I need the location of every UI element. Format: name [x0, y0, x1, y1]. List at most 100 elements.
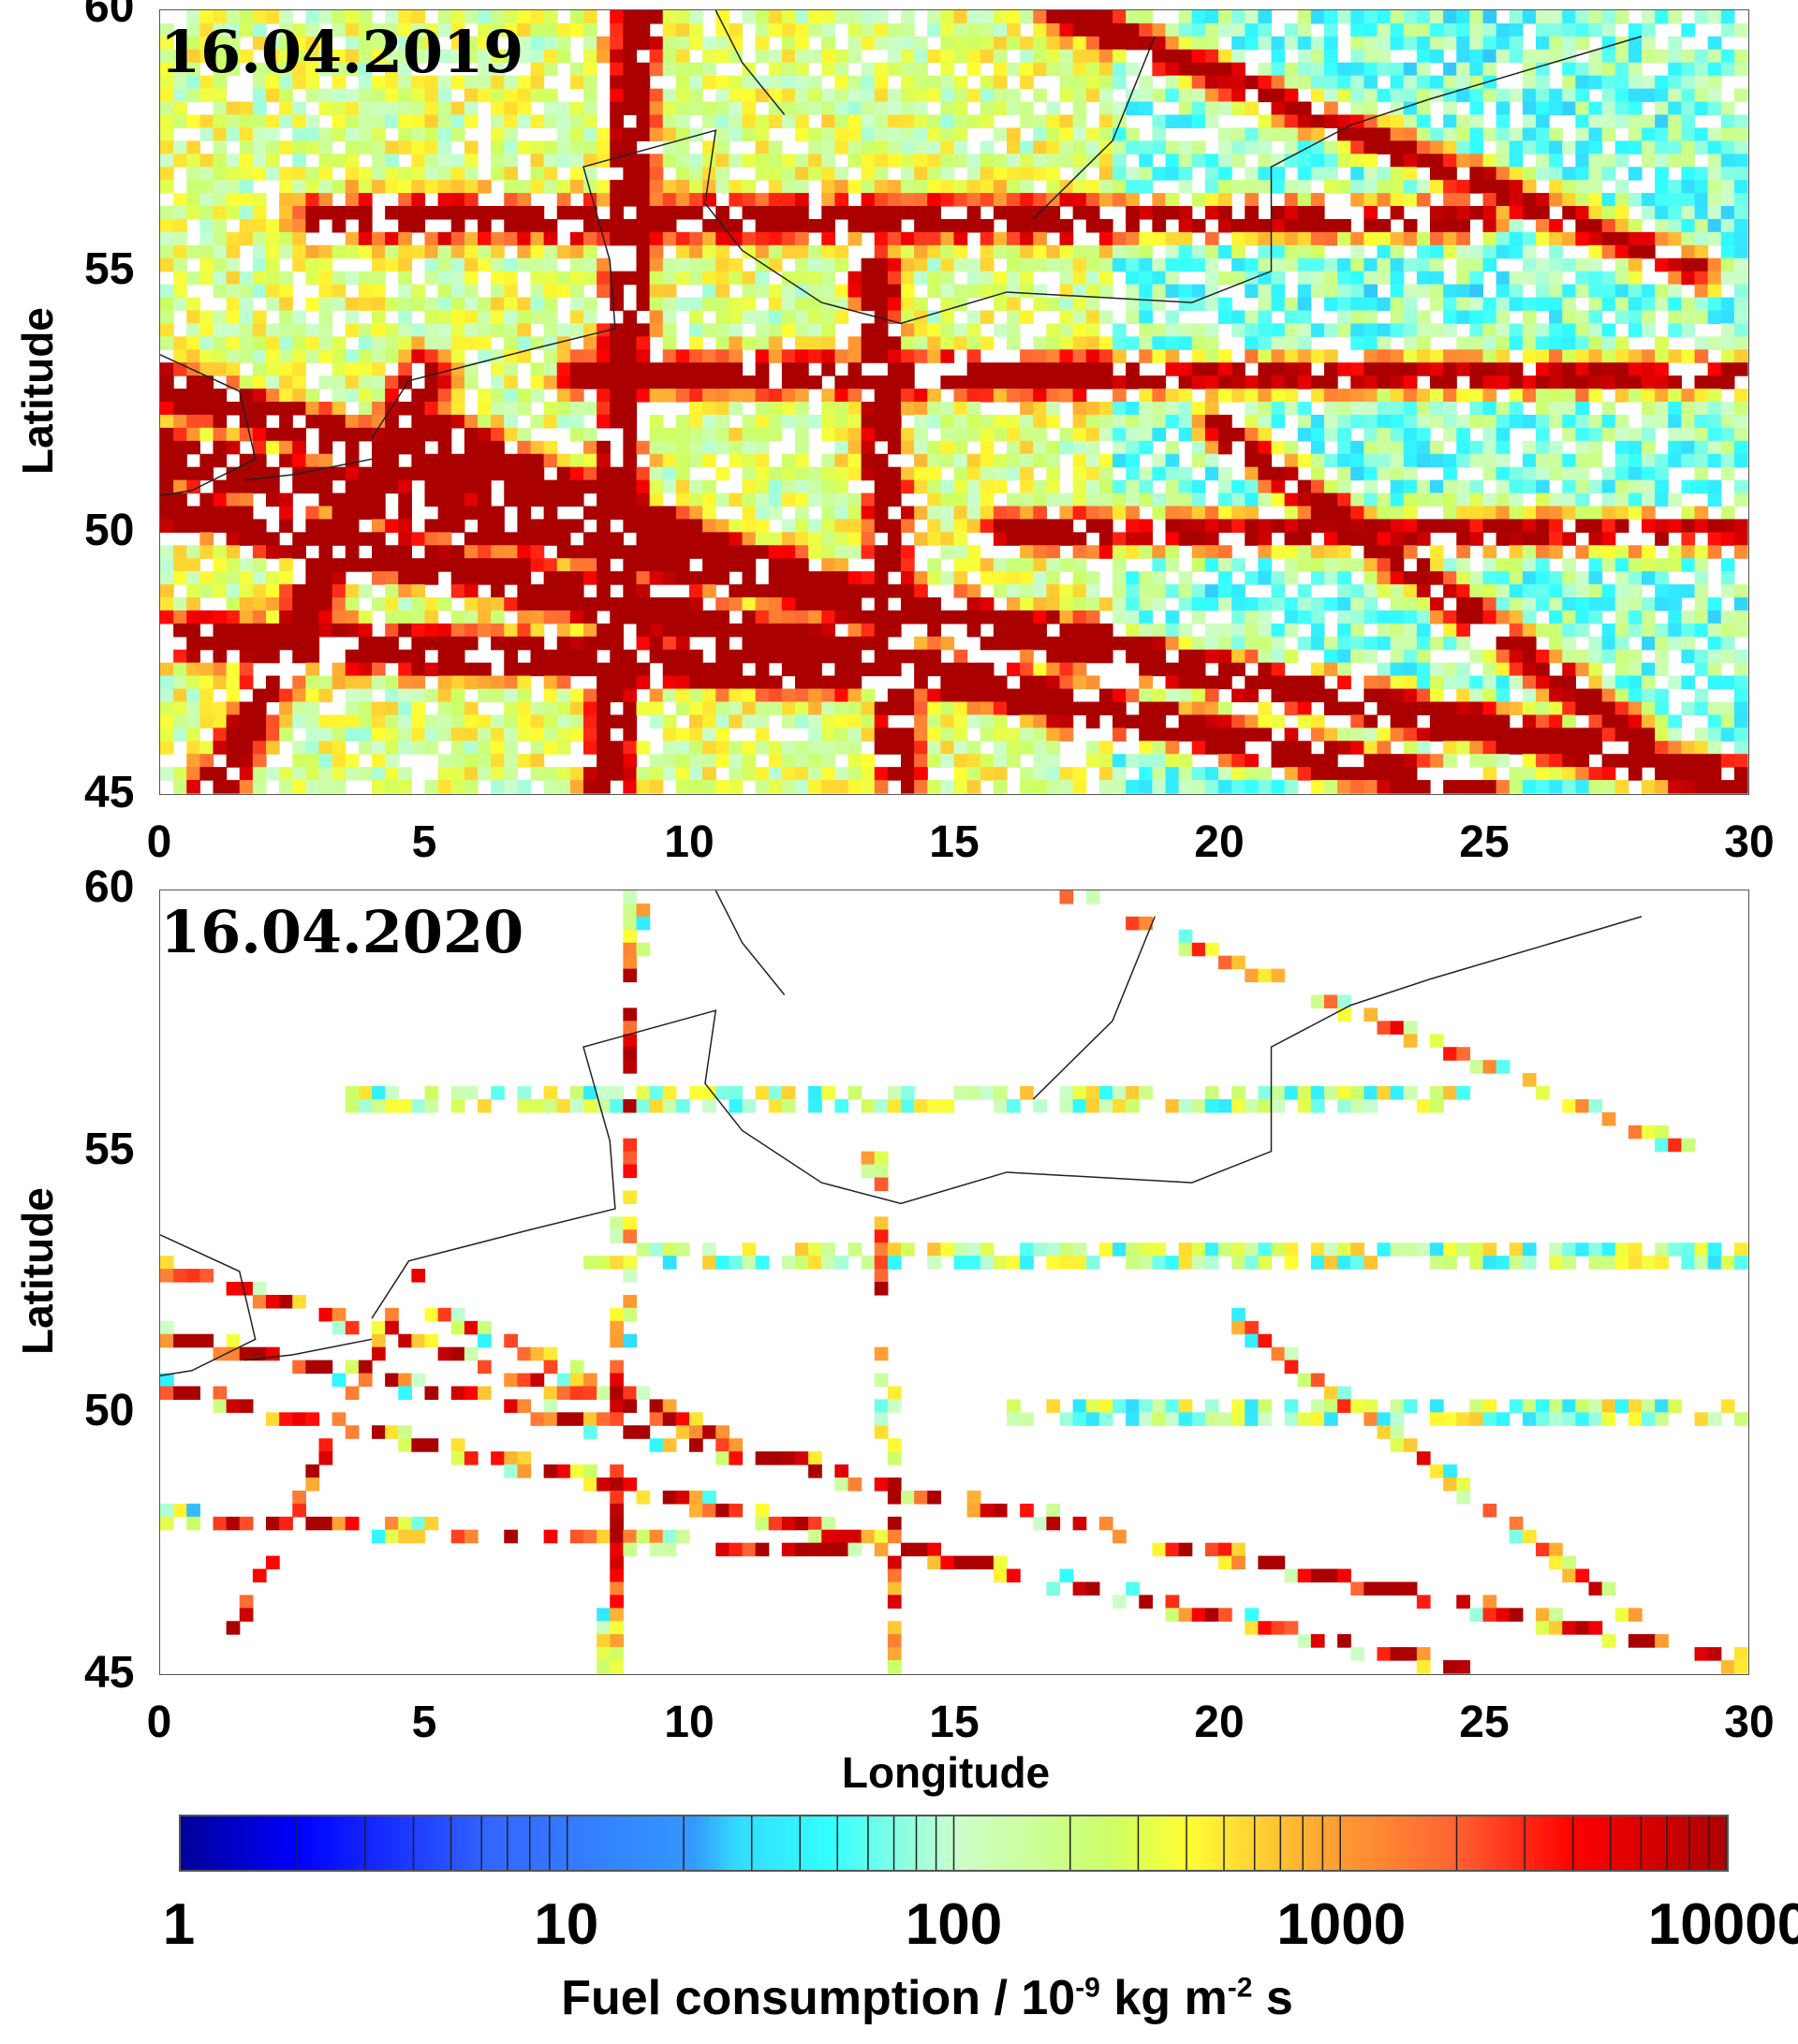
heatmap-cell: [1245, 493, 1259, 507]
heatmap-cell: [649, 545, 664, 559]
heatmap-cell: [160, 466, 174, 481]
heatmap-cell: [1377, 257, 1392, 272]
heatmap-cell: [662, 767, 677, 781]
heatmap-cell: [1046, 140, 1061, 154]
heatmap-cell: [1310, 271, 1325, 286]
heatmap-cell: [239, 479, 254, 494]
heatmap-cell: [1231, 519, 1245, 533]
heatmap-cell: [1350, 140, 1364, 154]
heatmap-cell: [1416, 728, 1431, 742]
heatmap-cell: [675, 519, 690, 533]
heatmap-cell: [1403, 597, 1418, 611]
heatmap-cell: [729, 218, 744, 233]
heatmap-cell: [1072, 636, 1087, 651]
heatmap-cell: [702, 362, 716, 376]
heatmap-cell: [1231, 154, 1245, 168]
heatmap-cell: [491, 75, 505, 90]
heatmap-cell: [808, 479, 822, 494]
heatmap-cell: [450, 545, 465, 559]
heatmap-cell: [424, 75, 439, 90]
heatmap-cell: [1152, 728, 1167, 742]
heatmap-cell: [252, 610, 267, 625]
heatmap-cell: [239, 297, 254, 312]
heatmap-cell: [213, 362, 228, 376]
heatmap-cell: [1337, 62, 1351, 77]
heatmap-cell: [569, 180, 584, 194]
heatmap-cell: [901, 167, 915, 181]
heatmap-cell: [1363, 218, 1378, 233]
heatmap-cell: [1126, 101, 1140, 116]
heatmap-cell: [715, 649, 730, 664]
heatmap-cell: [768, 688, 783, 703]
heatmap-cell: [358, 662, 373, 677]
heatmap-cell: [1430, 414, 1444, 429]
heatmap-cell: [464, 10, 479, 24]
heatmap-cell: [980, 662, 995, 677]
heatmap-cell: [569, 519, 584, 533]
heatmap-cell: [160, 284, 174, 299]
heatmap-cell: [358, 167, 373, 181]
heatmap-cell: [1297, 688, 1312, 703]
heatmap-cell: [1085, 597, 1100, 611]
heatmap-cell: [1231, 323, 1245, 337]
heatmap-cell: [649, 231, 664, 246]
heatmap-cell: [305, 336, 320, 350]
heatmap-cell: [808, 284, 822, 299]
heatmap-cell: [305, 610, 320, 625]
heatmap-cell: [755, 728, 770, 742]
heatmap-cell: [1072, 662, 1087, 677]
heatmap-cell: [1204, 453, 1219, 468]
heatmap-cell: [464, 284, 479, 299]
heatmap-cell: [742, 453, 757, 468]
heatmap-cell: [398, 493, 412, 507]
heatmap-cell: [834, 88, 849, 103]
heatmap-cell: [702, 728, 716, 742]
heatmap-cell: [358, 127, 373, 141]
heatmap-cell: [345, 453, 360, 468]
heatmap-cell: [279, 584, 293, 598]
heatmap-cell: [358, 22, 373, 37]
heatmap-cell: [1297, 297, 1312, 312]
heatmap-cell: [464, 493, 479, 507]
heatmap-cell: [292, 610, 306, 625]
heatmap-cell: [1204, 701, 1219, 715]
heatmap-cell: [332, 532, 346, 546]
heatmap-cell: [226, 349, 241, 363]
heatmap-cell: [1403, 140, 1418, 154]
heatmap-cell: [1165, 257, 1180, 272]
heatmap-cell: [768, 310, 783, 324]
heatmap-cell: [1059, 688, 1074, 703]
heatmap-cell: [887, 545, 902, 559]
heatmap-cell: [1443, 114, 1457, 128]
heatmap-cell: [1430, 49, 1444, 64]
heatmap-cell: [332, 597, 346, 611]
heatmap-cell: [729, 349, 744, 363]
heatmap-cell: [504, 180, 518, 194]
heatmap-cell: [173, 623, 187, 638]
heatmap-cell: [966, 22, 981, 37]
heatmap-cell: [953, 519, 968, 533]
heatmap-cell: [1258, 767, 1273, 781]
heatmap-cell: [437, 466, 452, 481]
heatmap-cell: [966, 389, 981, 403]
heatmap-cell: [834, 675, 849, 690]
heatmap-cell: [1098, 402, 1113, 416]
heatmap-cell: [623, 75, 638, 90]
heatmap-cell: [755, 545, 770, 559]
heatmap-cell: [1007, 62, 1021, 77]
heatmap-cell: [437, 558, 452, 572]
heatmap-cell: [597, 349, 611, 363]
heatmap-cell: [755, 22, 770, 37]
heatmap-cell: [901, 427, 915, 442]
heatmap-cell: [464, 231, 479, 246]
heatmap-cell: [623, 167, 638, 181]
heatmap-cell: [530, 10, 545, 24]
heatmap-cell: [1178, 571, 1193, 585]
heatmap-cell: [266, 427, 280, 442]
heatmap-cell: [478, 180, 492, 194]
heatmap-cell: [887, 728, 902, 742]
heatmap-cell: [953, 675, 968, 690]
heatmap-cell: [491, 389, 505, 403]
heatmap-cell: [1403, 466, 1418, 481]
heatmap-cell: [1231, 88, 1245, 103]
